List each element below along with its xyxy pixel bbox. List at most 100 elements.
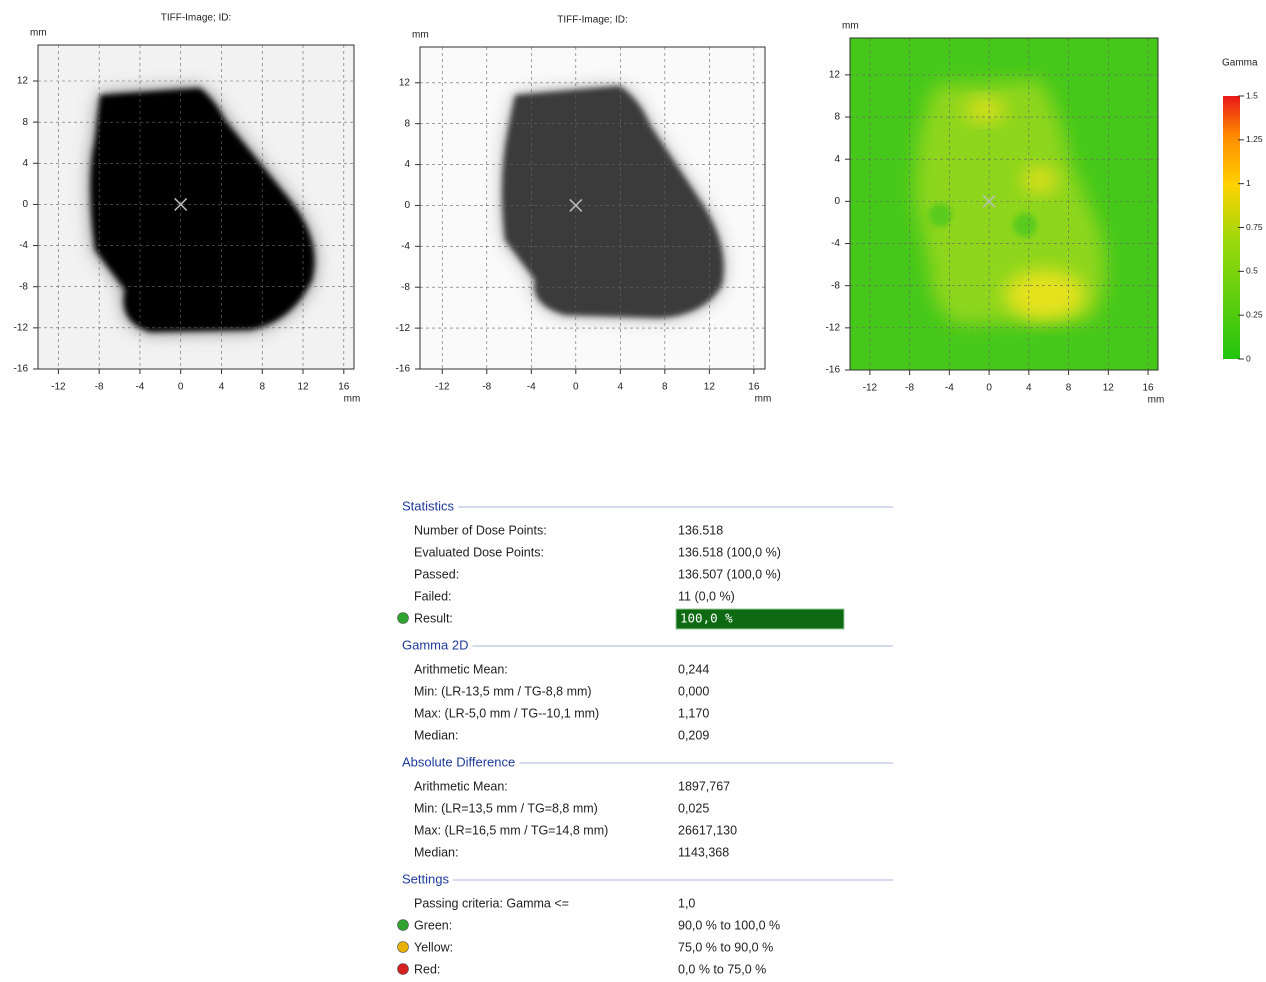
x-tick-label: 16 xyxy=(1143,383,1155,394)
y-tick-label: 8 xyxy=(834,112,840,123)
y-tick-label: -12 xyxy=(14,322,29,333)
row-label: Max: (LR-5,0 mm / TG--10,1 mm) xyxy=(414,706,599,720)
row-value: 136.518 xyxy=(678,523,723,537)
y-unit: mm xyxy=(30,28,47,39)
colorbar-tick-label: 0.75 xyxy=(1246,222,1263,232)
row-value: 0,000 xyxy=(678,684,709,698)
colorbar-tick-label: 1.25 xyxy=(1246,134,1263,144)
x-tick-label: -4 xyxy=(135,382,144,393)
y-tick-label: 8 xyxy=(404,118,410,129)
row-value: 136.518 (100,0 %) xyxy=(678,545,781,559)
row-value: 26617,130 xyxy=(678,823,737,837)
row-label: Number of Dose Points: xyxy=(414,523,547,537)
x-tick-label: 12 xyxy=(704,382,716,393)
section-title: Statistics xyxy=(402,498,455,513)
y-tick-label: 0 xyxy=(22,199,28,210)
x-tick-label: 0 xyxy=(986,383,992,394)
row-label: Evaluated Dose Points: xyxy=(414,545,544,559)
section-title: Settings xyxy=(402,871,449,886)
x-tick-label: -12 xyxy=(863,383,878,394)
y-unit: mm xyxy=(412,30,429,41)
row-value: 0,025 xyxy=(678,801,709,815)
x-tick-label: 16 xyxy=(748,382,760,393)
row-value: 1897,767 xyxy=(678,779,730,793)
x-tick-label: -8 xyxy=(482,382,491,393)
x-tick-label: 4 xyxy=(618,382,624,393)
y-tick-label: 0 xyxy=(834,196,840,207)
colorbar-tick-label: 0.5 xyxy=(1246,266,1258,276)
y-tick-label: -12 xyxy=(826,322,841,333)
row-label: Yellow: xyxy=(414,940,453,954)
gamma-map xyxy=(850,38,1158,370)
x-tick-label: 4 xyxy=(219,382,225,393)
row-label: Red: xyxy=(414,962,440,976)
x-tick-label: 0 xyxy=(573,382,579,393)
row-value: 11 (0,0 %) xyxy=(678,589,735,603)
y-tick-label: 4 xyxy=(404,159,410,170)
row-label: Max: (LR=16,5 mm / TG=14,8 mm) xyxy=(414,823,608,837)
y-tick-label: 0 xyxy=(404,200,410,211)
x-tick-label: -8 xyxy=(95,382,104,393)
y-tick-label: -8 xyxy=(831,280,840,291)
row-label: Arithmetic Mean: xyxy=(414,779,508,793)
row-label: Green: xyxy=(414,918,452,932)
x-tick-label: 16 xyxy=(338,382,350,393)
y-tick-label: -8 xyxy=(19,281,28,292)
film-image xyxy=(38,45,354,369)
colorbar-tick-label: 1.5 xyxy=(1246,90,1258,100)
row-value: 1143,368 xyxy=(678,845,729,859)
row-label: Arithmetic Mean: xyxy=(414,662,508,676)
y-tick-label: 8 xyxy=(22,117,28,128)
y-unit: mm xyxy=(842,21,859,32)
y-tick-label: -12 xyxy=(396,323,411,334)
row-label: Result: xyxy=(414,611,453,625)
y-tick-label: 12 xyxy=(399,77,411,88)
y-tick-label: -16 xyxy=(396,364,411,375)
row-value: 1,170 xyxy=(678,706,709,720)
x-tick-label: 8 xyxy=(662,382,668,393)
page: {"plots": [ {"title": "TIFF-Image; ID:",… xyxy=(0,0,1266,982)
row-value: 100,0 % xyxy=(680,611,733,626)
row-value: 90,0 % to 100,0 % xyxy=(678,918,780,932)
row-label: Min: (LR-13,5 mm / TG-8,8 mm) xyxy=(414,684,592,698)
x-unit: mm xyxy=(755,394,772,405)
y-tick-label: 4 xyxy=(834,154,840,165)
screen: -12 -8 -4 0 4 8 12 16 -16 -12 -8 -4 0 4 8 12 TIFF-Image;… xyxy=(0,0,1266,977)
colorbar xyxy=(1223,96,1240,359)
status-indicator xyxy=(398,964,409,975)
row-label: Min: (LR=13,5 mm / TG=8,8 mm) xyxy=(414,801,598,815)
row-label: Median: xyxy=(414,845,458,859)
row-value: 0,244 xyxy=(678,662,709,676)
row-label: Failed: xyxy=(414,589,452,603)
y-tick-label: -4 xyxy=(19,240,28,251)
row-value: 0,209 xyxy=(678,728,709,742)
plot-title: TIFF-Image; ID: xyxy=(557,15,628,26)
x-tick-label: 4 xyxy=(1026,383,1032,394)
y-tick-label: -8 xyxy=(401,282,410,293)
x-tick-label: 8 xyxy=(259,382,265,393)
y-tick-label: -4 xyxy=(401,241,410,252)
row-label: Passed: xyxy=(414,567,459,581)
row-label: Median: xyxy=(414,728,458,742)
x-tick-label: 0 xyxy=(178,382,184,393)
x-tick-label: 8 xyxy=(1066,383,1072,394)
colorbar-title: Gamma xyxy=(1222,58,1258,69)
x-tick-label: -4 xyxy=(945,383,954,394)
colorbar-tick-label: 1 xyxy=(1246,178,1251,188)
row-value: 0,0 % to 75,0 % xyxy=(678,962,766,976)
x-unit: mm xyxy=(1148,395,1165,406)
plot-title: TIFF-Image; ID: xyxy=(161,13,232,24)
y-tick-label: 12 xyxy=(17,76,29,87)
film-image xyxy=(420,47,765,369)
section-title: Gamma 2D xyxy=(402,637,468,652)
row-label: Passing criteria: Gamma <= xyxy=(414,896,569,910)
x-tick-label: 12 xyxy=(1103,383,1115,394)
row-value: 136.507 (100,0 %) xyxy=(678,567,781,581)
status-indicator xyxy=(398,920,409,931)
section-title: Absolute Difference xyxy=(402,754,515,769)
y-tick-label: -16 xyxy=(14,364,29,375)
y-tick-label: -16 xyxy=(826,365,841,376)
x-tick-label: -12 xyxy=(435,382,450,393)
x-tick-label: -8 xyxy=(905,383,914,394)
colorbar-tick-label: 0.25 xyxy=(1246,309,1263,319)
